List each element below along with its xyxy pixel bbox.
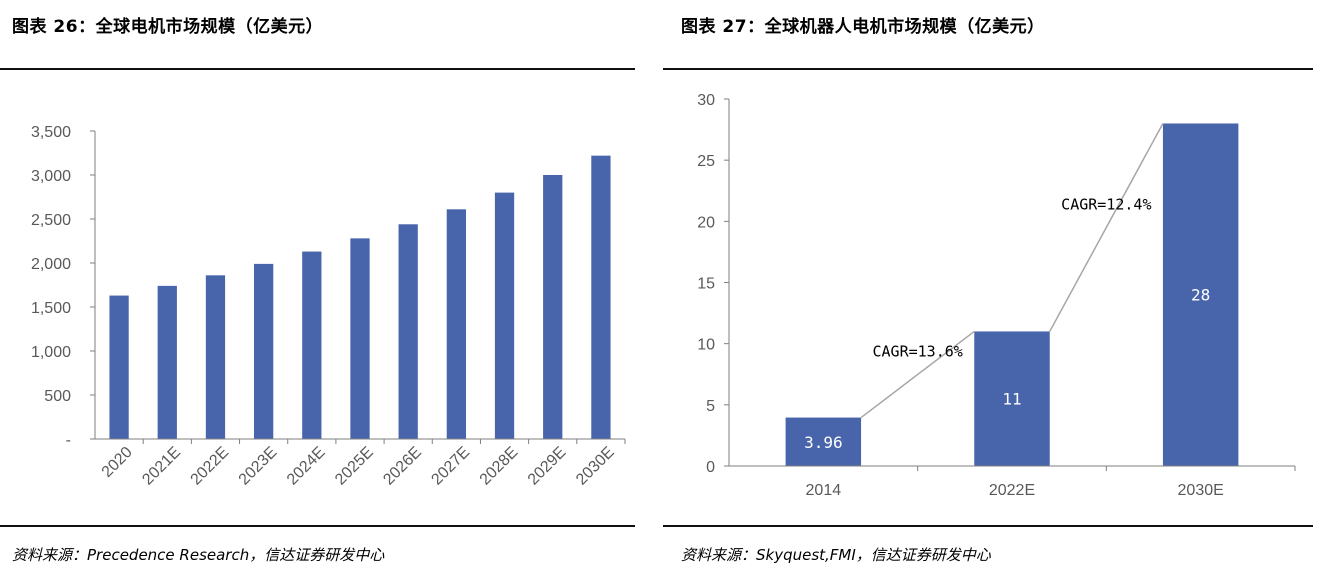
y-tick-label: 1,500: [31, 300, 71, 317]
data-label: 28: [1191, 286, 1210, 305]
x-tick-label: 2027E: [428, 444, 473, 489]
figure-27-title: 图表 27：全球机器人电机市场规模（亿美元）: [681, 17, 1045, 37]
cagr-annotation: CAGR=12.4%: [1061, 195, 1151, 213]
y-tick-label: 2,000: [31, 256, 71, 273]
bar-2025E: [350, 238, 370, 439]
x-tick-label: 2025E: [332, 444, 377, 489]
figure-26-source: 资料来源：Precedence Research，信达证券研发中心: [12, 546, 385, 564]
x-tick-label: 2026E: [380, 444, 425, 489]
x-tick-label: 2028E: [477, 444, 522, 489]
bar-2030E: [1162, 123, 1239, 466]
x-tick-label: 2020: [99, 444, 136, 481]
bar-2024E: [302, 251, 322, 439]
y-tick-label: 3,000: [31, 168, 71, 185]
x-tick-label: 2023E: [236, 444, 281, 489]
y-tick-label: 3,500: [31, 124, 71, 141]
x-tick-label: 2030E: [1178, 482, 1224, 499]
bar-2030E: [591, 155, 611, 439]
cagr-trend-line: [1049, 123, 1164, 332]
cagr-trend-line: [860, 330, 975, 419]
y-tick-label: 15: [697, 276, 715, 293]
bar-2029E: [543, 175, 563, 439]
bar-2022E: [205, 275, 226, 439]
y-tick-label: 10: [697, 337, 715, 354]
cagr-annotation: CAGR=13.6%: [873, 342, 963, 360]
y-tick-label: 20: [697, 214, 715, 231]
y-tick-label: 500: [44, 388, 71, 405]
bar-2014: [785, 417, 862, 466]
bar-2026E: [398, 224, 418, 439]
top-rule-left: [0, 68, 635, 70]
y-tick-label: 25: [697, 153, 715, 170]
bar-2023E: [254, 263, 274, 439]
bottom-rule-left: [0, 525, 635, 527]
x-tick-label: 2014: [806, 482, 842, 499]
data-label: 3.96: [804, 433, 843, 452]
y-tick-label: 2,500: [31, 212, 71, 229]
chart-robot-motor-market: 0 5 10 15 20 25 30 3.96 2014 11 2022E 28 2030E CAGR=1…: [697, 92, 1296, 499]
x-tick-label: 2029E: [525, 444, 570, 489]
y-tick-label: 5: [706, 398, 715, 415]
x-tick-label: 2024E: [284, 444, 329, 489]
x-tick-label: 2030E: [573, 444, 618, 489]
bottom-rule-right: [663, 525, 1313, 527]
x-tick-label: 2021E: [139, 444, 184, 489]
y-tick-label: -: [66, 432, 71, 449]
y-tick-label: 1,000: [31, 344, 71, 361]
bar-2020: [109, 295, 129, 439]
bar-2022E: [974, 331, 1050, 466]
data-label: 11: [1002, 390, 1021, 409]
bar-2028E: [494, 192, 515, 439]
figure-27-source: 资料来源：Skyquest,FMI，信达证券研发中心: [681, 546, 991, 564]
x-tick-label: 2022E: [188, 444, 233, 489]
y-tick-label: 30: [697, 92, 715, 109]
x-tick-label: 2022E: [989, 482, 1035, 499]
figure-26-title: 图表 26：全球电机市场规模（亿美元）: [12, 17, 324, 37]
y-tick-label: 0: [706, 459, 715, 476]
bar-2021E: [157, 285, 177, 439]
top-rule-right: [663, 68, 1313, 70]
bar-2027E: [446, 209, 466, 439]
